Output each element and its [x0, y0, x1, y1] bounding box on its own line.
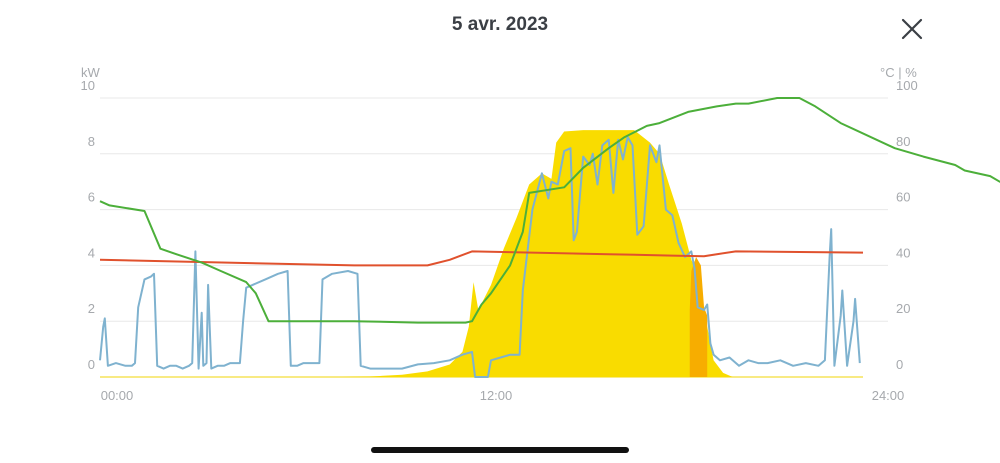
x-tick: 24:00 [872, 388, 905, 403]
x-tick: 12:00 [480, 388, 513, 403]
y-tick-right: 40 [896, 245, 910, 260]
y-tick-left: 8 [88, 134, 95, 149]
y-tick-right: 20 [896, 301, 910, 316]
x-tick: 00:00 [101, 388, 134, 403]
y-tick-left: 6 [88, 190, 95, 205]
y-tick-right: 80 [896, 134, 910, 149]
home-indicator[interactable] [371, 447, 629, 453]
y-tick-left: 4 [88, 245, 95, 260]
solar_excess-area [690, 257, 707, 377]
y-tick-right: 100 [896, 78, 918, 93]
y-tick-right: 60 [896, 190, 910, 205]
y-tick-left: 10 [81, 78, 95, 93]
temperature-line [100, 251, 863, 265]
y-tick-left: 2 [88, 301, 95, 316]
y-tick-left: 0 [88, 357, 95, 372]
y-tick-right: 0 [896, 357, 903, 372]
